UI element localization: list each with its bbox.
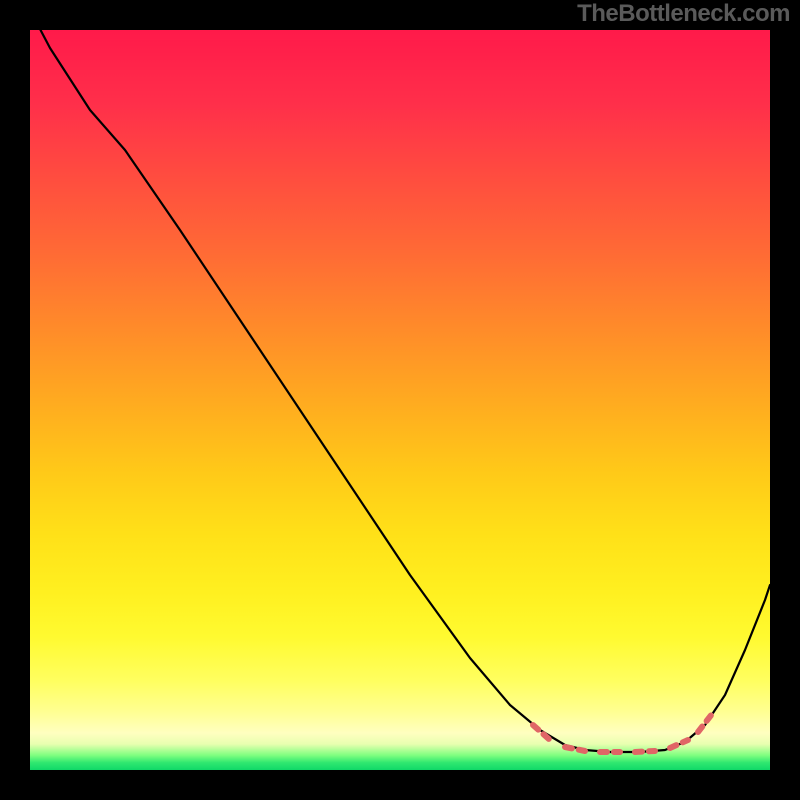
plot-area xyxy=(30,30,770,770)
chart-container: TheBottleneck.com xyxy=(0,0,800,800)
curve-layer xyxy=(30,30,770,770)
watermark-text: TheBottleneck.com xyxy=(577,0,790,28)
valley-markers xyxy=(533,714,712,752)
bottleneck-curve xyxy=(30,30,770,752)
